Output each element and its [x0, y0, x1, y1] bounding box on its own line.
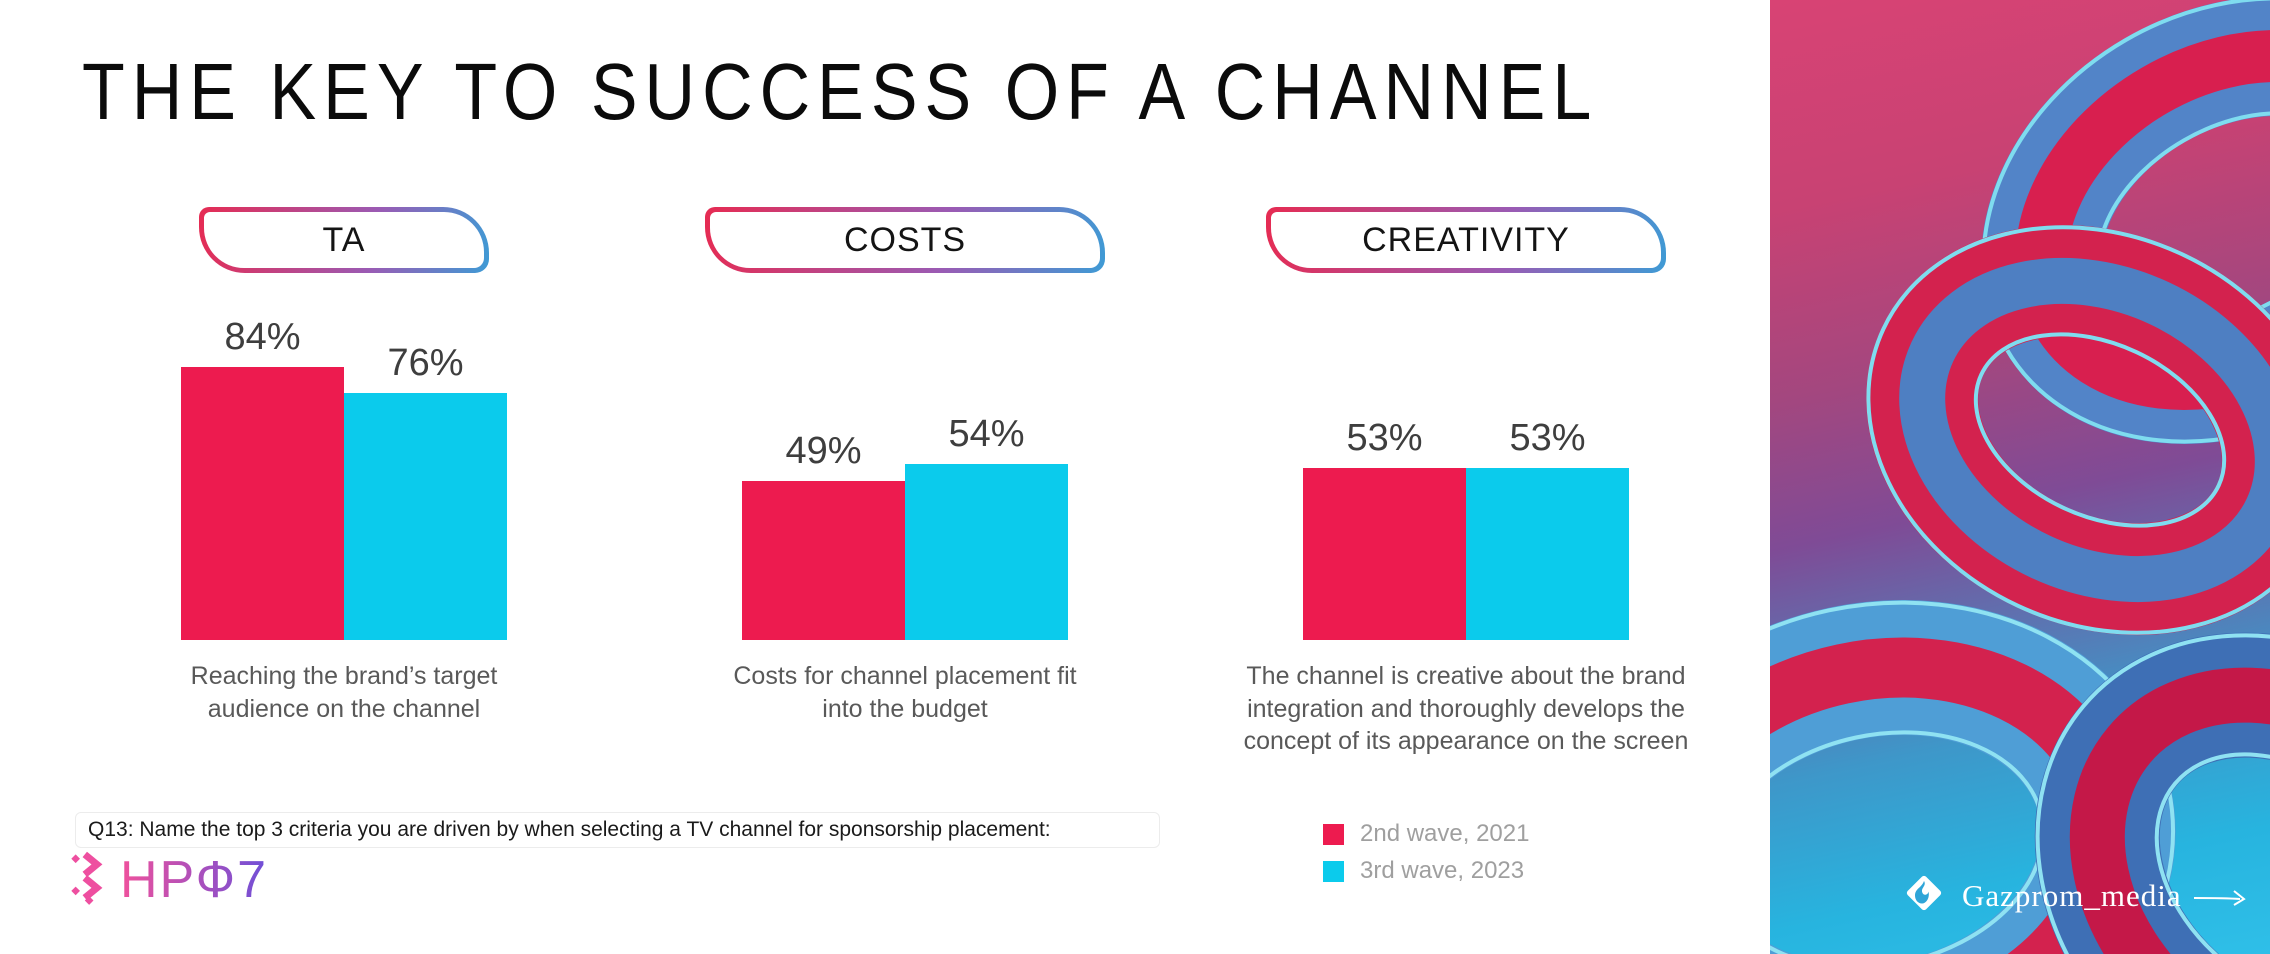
bar-wave3: 54% — [905, 298, 1068, 640]
bar-wave3: 76% — [344, 298, 507, 640]
legend-label: 3rd wave, 2023 — [1360, 857, 1525, 884]
bar-rect — [905, 464, 1068, 640]
footnote-text: Q13: Name the top 3 criteria you are dri… — [88, 818, 1051, 841]
gazprom-media-logo: Gazprom_media — [1898, 867, 2252, 924]
bar-wave2: 84% — [181, 298, 344, 640]
legend-label: 2nd wave, 2021 — [1360, 820, 1530, 847]
caption-costs: Costs for channel placement fit into the… — [733, 662, 1077, 723]
striped-tubes-illustration — [1770, 0, 2270, 954]
bar-rect — [344, 393, 507, 640]
bar-value-label: 49% — [785, 430, 862, 472]
category-label-creativity: CREATIVITY — [1271, 212, 1661, 268]
category-pill: COSTS — [705, 207, 1105, 273]
bar-rect — [1303, 468, 1466, 640]
bar-wave2: 53% — [1303, 298, 1466, 640]
bar-group-costs: 49% 54% — [742, 298, 1068, 640]
category-label-ta: TA — [204, 212, 484, 268]
decorative-3d-artwork: Gazprom_media — [1770, 0, 2270, 954]
chart-legend: 2nd wave, 2021 3rd wave, 2023 — [1323, 820, 1529, 885]
bar-group-creativity: 53% 53% — [1303, 298, 1629, 640]
legend-swatch-wave2 — [1323, 823, 1344, 845]
bar-value-label: 53% — [1346, 417, 1423, 459]
bar-value-label: 76% — [387, 342, 464, 384]
gazprom-wordmark: Gazprom_media — [1962, 877, 2182, 913]
caption-creativity: The channel is creative about the brand … — [1243, 662, 1689, 755]
page-title: THE KEY TO SUCCESS OF A CHANNEL — [82, 47, 1599, 137]
category-pill: CREATIVITY — [1266, 207, 1666, 273]
legend-item: 2nd wave, 2021 — [1323, 820, 1529, 848]
bar-rect — [742, 481, 905, 640]
caption-ta: Reaching the brand’s target audience on … — [190, 662, 498, 723]
nrf-logo: НРФ7 — [70, 846, 268, 913]
bar-wave3: 53% — [1466, 298, 1629, 640]
nrf-wordmark: НРФ7 — [120, 850, 269, 909]
bar-value-label: 84% — [224, 316, 301, 358]
footnote-box: Q13: Name the top 3 criteria you are dri… — [75, 812, 1160, 848]
bar-rect — [1466, 468, 1629, 640]
bar-value-label: 54% — [948, 413, 1025, 455]
category-pill: TA — [199, 207, 489, 273]
bar-rect — [181, 367, 344, 640]
nrf-spark-icon — [70, 846, 110, 913]
legend-swatch-wave3 — [1323, 860, 1344, 882]
category-label-costs: COSTS — [710, 212, 1100, 268]
legend-item: 3rd wave, 2023 — [1323, 857, 1529, 885]
gazprom-flame-diamond-icon — [1898, 867, 1950, 924]
bar-wave2: 49% — [742, 298, 905, 640]
bar-value-label: 53% — [1509, 417, 1586, 459]
bar-group-ta: 84% 76% — [181, 298, 507, 640]
arrow-right-icon — [2193, 880, 2252, 911]
